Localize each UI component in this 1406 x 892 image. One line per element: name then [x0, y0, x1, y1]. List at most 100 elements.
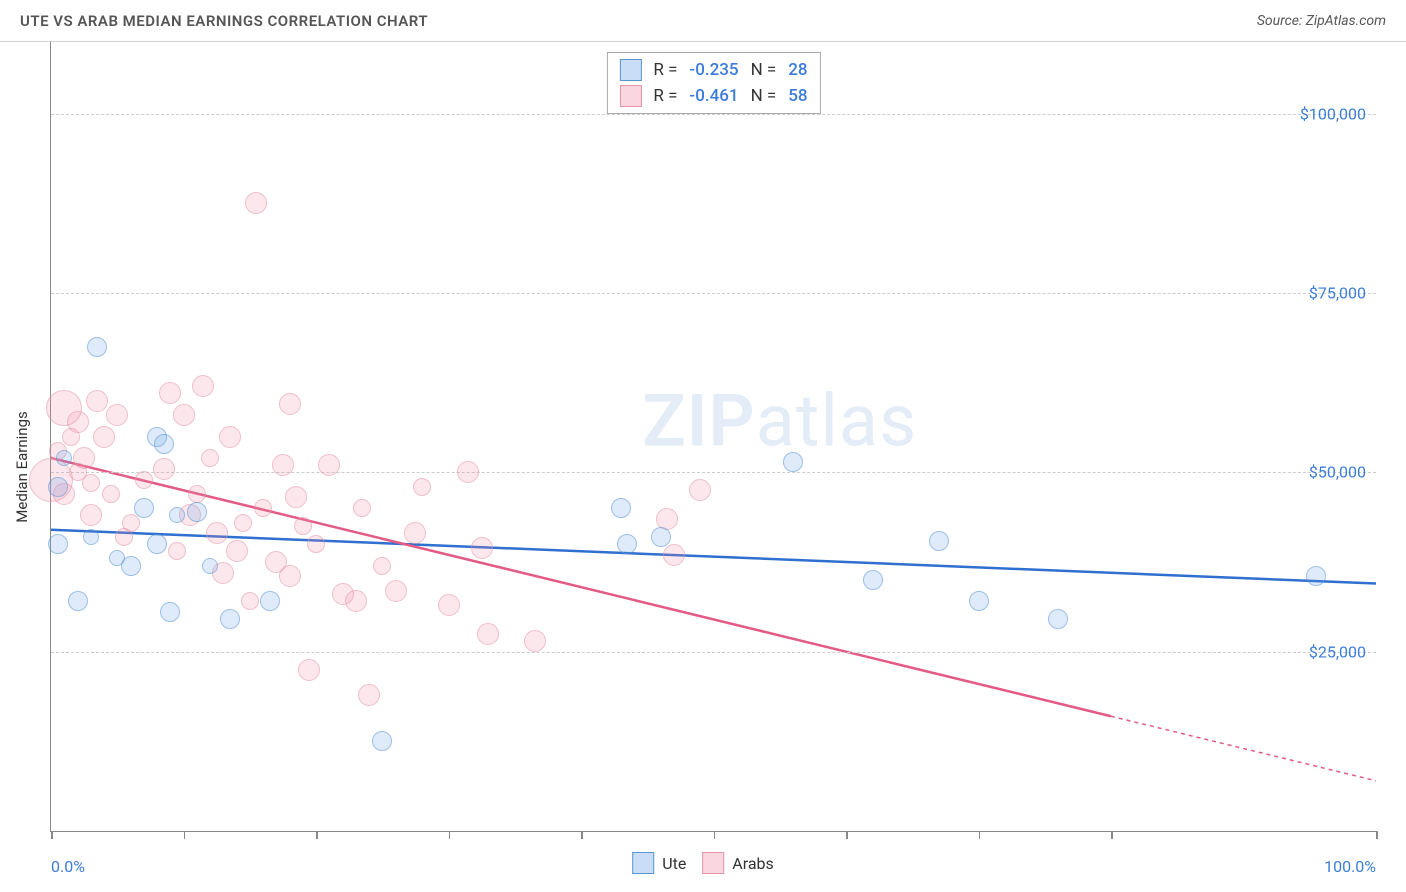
gridline [51, 114, 1376, 115]
scatter-point [413, 478, 431, 496]
scatter-point [82, 474, 100, 492]
scatter-point [201, 449, 219, 467]
scatter-point [617, 534, 637, 554]
scatter-point [154, 434, 174, 454]
scatter-point [102, 485, 120, 503]
trendlines-svg [51, 42, 1376, 831]
gridline [51, 293, 1376, 294]
legend-label-b: Arabs [732, 854, 774, 873]
scatter-point [307, 535, 325, 553]
scatter-point [471, 537, 493, 559]
legend-item-b: Arabs [702, 852, 774, 874]
bottom-legend: Ute Arabs [632, 852, 774, 874]
legend-label-a: Ute [662, 854, 686, 873]
scatter-point [279, 393, 301, 415]
scatter-point [298, 659, 320, 681]
scatter-point [663, 544, 685, 566]
scatter-point [56, 450, 72, 466]
scatter-point [48, 477, 68, 497]
scatter-point [241, 592, 259, 610]
scatter-point [87, 337, 107, 357]
scatter-point [285, 486, 307, 508]
scatter-point [294, 517, 312, 535]
scatter-point [159, 382, 181, 404]
scatter-point [929, 531, 949, 551]
r-value-b: -0.461 [689, 86, 738, 106]
stats-row-b: R = -0.461 N = 58 [607, 83, 819, 109]
scatter-point [135, 471, 153, 489]
xtick [316, 831, 318, 839]
scatter-point [86, 390, 108, 412]
scatter-point [168, 542, 186, 560]
r-value-a: -0.235 [689, 60, 738, 80]
scatter-point [457, 461, 479, 483]
plot-area: ZIPatlas R = -0.235 N = 28 R = -0.461 N … [50, 42, 1376, 832]
xtick [846, 831, 848, 839]
legend-swatch-b [702, 852, 724, 874]
scatter-point [134, 498, 154, 518]
scatter-point [220, 609, 240, 629]
scatter-point [62, 428, 80, 446]
chart-source: Source: ZipAtlas.com [1257, 13, 1386, 29]
watermark-post: atlas [756, 378, 918, 463]
scatter-point [115, 528, 133, 546]
xtick [979, 831, 981, 839]
scatter-point [187, 502, 207, 522]
scatter-point [689, 479, 711, 501]
scatter-point [318, 454, 340, 476]
scatter-point [68, 591, 88, 611]
swatch-b [619, 85, 641, 107]
swatch-a [619, 59, 641, 81]
scatter-point [219, 426, 241, 448]
n-label-a: N = [751, 60, 777, 80]
xtick [51, 831, 53, 839]
scatter-point [80, 504, 102, 526]
ylabel: $50,000 [1309, 463, 1366, 482]
scatter-point [153, 458, 175, 480]
watermark-pre: ZIP [642, 378, 755, 463]
chart-header: UTE VS ARAB MEDIAN EARNINGS CORRELATION … [0, 0, 1406, 42]
r-label-b: R = [653, 86, 677, 106]
scatter-point [192, 375, 214, 397]
n-value-b: 58 [788, 86, 807, 106]
chart-container: Median Earnings ZIPatlas R = -0.235 N = … [0, 42, 1406, 892]
legend-swatch-a [632, 852, 654, 874]
scatter-point [358, 684, 380, 706]
scatter-point [48, 534, 68, 554]
scatter-point [438, 594, 460, 616]
scatter-point [202, 558, 218, 574]
xtick [184, 831, 186, 839]
xtick [1111, 831, 1113, 839]
scatter-point [254, 499, 272, 517]
stats-row-a: R = -0.235 N = 28 [607, 57, 819, 83]
xlabel: 100.0% [1324, 857, 1376, 876]
scatter-point [524, 630, 546, 652]
scatter-point [651, 527, 671, 547]
watermark: ZIPatlas [642, 378, 917, 463]
xtick [714, 831, 716, 839]
yaxis-title: Median Earnings [13, 411, 31, 522]
scatter-point [169, 507, 185, 523]
scatter-point [404, 522, 426, 544]
n-label-b: N = [751, 86, 777, 106]
scatter-point [260, 591, 280, 611]
scatter-point [477, 623, 499, 645]
scatter-point [173, 404, 195, 426]
scatter-point [863, 570, 883, 590]
scatter-point [188, 485, 206, 503]
scatter-point [372, 731, 392, 751]
scatter-point [93, 426, 115, 448]
scatter-point [1048, 609, 1068, 629]
scatter-point [234, 514, 252, 532]
scatter-point [345, 590, 367, 612]
scatter-point [160, 602, 180, 622]
scatter-point [1306, 566, 1326, 586]
scatter-point [109, 550, 125, 566]
scatter-point [385, 580, 407, 602]
gridline [51, 472, 1376, 473]
scatter-point [106, 404, 128, 426]
scatter-point [783, 452, 803, 472]
gridline [51, 652, 1376, 653]
chart-title: UTE VS ARAB MEDIAN EARNINGS CORRELATION … [20, 12, 428, 30]
ylabel: $75,000 [1309, 284, 1366, 303]
